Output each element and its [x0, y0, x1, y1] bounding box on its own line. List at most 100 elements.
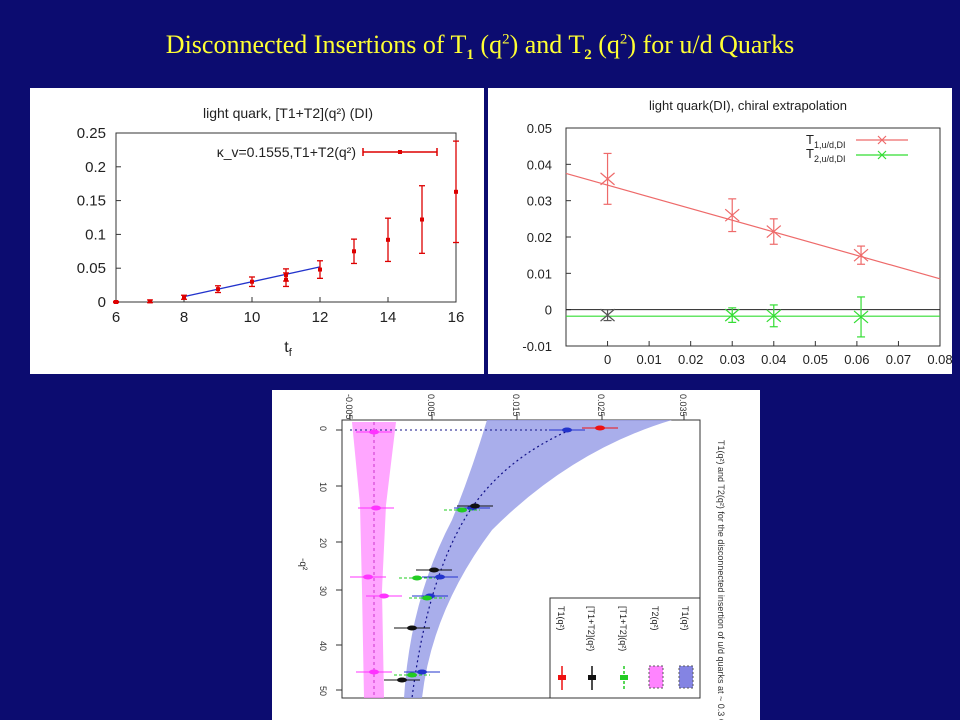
data-point — [457, 507, 467, 513]
data-point — [407, 672, 417, 678]
t1-error-band — [404, 420, 672, 698]
data-point — [216, 287, 220, 292]
x-tick-label: 16 — [448, 309, 465, 326]
data-point — [114, 300, 118, 304]
title-sub-1: 1 — [466, 47, 474, 64]
side-note: T1(q²) and T2(q²) for the disconnected i… — [716, 440, 726, 720]
chart-chiral: light quark(DI), chiral extrapolation 0 0… — [522, 98, 952, 367]
x-tick-label: 0 — [604, 352, 611, 367]
data-point — [363, 574, 373, 580]
x-tick-label: 10 — [244, 309, 261, 326]
chart-panel-tf: light quark, [T1+T2](q²) (DI) 6 8 10 12 14 16… — [30, 88, 484, 374]
legend-label: κ_v=0.1555,T1+T2(q²) — [217, 144, 356, 160]
legend: κ_v=0.1555,T1+T2(q²) — [217, 144, 438, 160]
title-text: ) and T — [509, 30, 585, 59]
t1-fit-curve — [411, 429, 571, 699]
legend-marker — [558, 675, 566, 680]
y-tick-label: -0.01 — [522, 339, 552, 354]
x-tick-label: 0.08 — [927, 352, 952, 367]
x-tick-label: 20 — [318, 538, 328, 548]
data-point — [422, 595, 432, 601]
legend: T1,u/d,DI T2,u/d,DI — [806, 132, 908, 164]
y-tick-label: 0.035 — [678, 394, 688, 417]
data-point — [386, 237, 390, 242]
x-axis-label: -q² — [297, 558, 308, 571]
data-point — [371, 505, 381, 511]
data-point — [562, 427, 572, 433]
data-point — [595, 425, 605, 431]
x-tick-label: 0.07 — [886, 352, 911, 367]
x-tick-label: 12 — [312, 309, 329, 326]
x-tick-label: 0.05 — [803, 352, 828, 367]
data-point — [766, 309, 782, 323]
legend-label: [T1+T2](q²) — [586, 606, 596, 651]
data-point — [379, 593, 389, 599]
legend-label-t1: T1,u/d,DI — [806, 132, 845, 150]
chart-panel-chiral: light quark(DI), chiral extrapolation 0 0… — [488, 88, 952, 374]
y-tick-label: 0 — [545, 303, 552, 318]
x-tick-label: 50 — [318, 686, 328, 696]
data-point — [182, 295, 186, 300]
data-point — [250, 279, 254, 284]
legend-marker — [620, 675, 628, 680]
data-point — [724, 208, 740, 222]
data-point — [600, 308, 615, 322]
data-point — [417, 669, 427, 675]
y-tick-label: 0.25 — [77, 125, 106, 142]
data-point — [429, 567, 439, 573]
data-point — [412, 575, 422, 581]
title-sup-1: 2 — [502, 31, 510, 48]
data-point — [369, 669, 379, 675]
x-tick-label: 0.06 — [844, 352, 869, 367]
data-point — [435, 574, 445, 580]
data-point — [318, 267, 322, 272]
y-tick-label: -0.005 — [344, 394, 354, 420]
y-tick-label: 0.2 — [85, 159, 106, 176]
x-tick-label: 0.02 — [678, 352, 703, 367]
chart-title: light quark(DI), chiral extrapolation — [649, 98, 847, 113]
title-text: (q — [591, 30, 620, 59]
y-tick-label: 0.005 — [426, 394, 436, 417]
x-tick-label: 0 — [318, 426, 328, 431]
x-tick-label: 10 — [318, 482, 328, 492]
y-tick-label: 0.15 — [77, 193, 106, 210]
y-tick-label: 0.1 — [85, 226, 106, 243]
y-tick-label: 0.05 — [527, 121, 552, 136]
title-text: (q — [473, 30, 503, 59]
data-point — [470, 503, 480, 509]
title-text: Disconnected Insertions of T — [165, 30, 467, 59]
y-tick-label: 0.01 — [527, 266, 552, 281]
legend-marker — [588, 675, 596, 680]
chart-title: light quark, [T1+T2](q²) (DI) — [203, 105, 373, 121]
legend-label: T2(q²) — [650, 606, 660, 631]
title-sup-2: 2 — [619, 31, 628, 48]
x-tick-label: 30 — [318, 586, 328, 596]
legend-swatch — [678, 665, 694, 689]
x-tick-label: 40 — [318, 641, 328, 651]
legend-marker — [398, 150, 402, 154]
y-tick-label: 0.015 — [511, 394, 521, 417]
x-tick-label: 6 — [112, 309, 120, 326]
x-tick-label: 8 — [180, 309, 188, 326]
data-point — [284, 277, 288, 282]
legend-label: T1(q²) — [556, 606, 566, 631]
title-text: ) for u/d Quarks — [627, 30, 795, 59]
x-tick-label: 0.04 — [761, 352, 786, 367]
data-point — [454, 189, 458, 194]
y-tick-label: 0.02 — [527, 230, 552, 245]
data-point — [724, 308, 740, 322]
legend-marker-t1 — [877, 135, 887, 145]
y-tick-label: 0.05 — [77, 260, 106, 277]
data-point — [369, 429, 379, 435]
title-sub-2: 2 — [584, 47, 592, 64]
x-tick-label: 14 — [380, 309, 397, 326]
y-tick-label: 0.04 — [527, 157, 552, 172]
data-point — [600, 172, 615, 186]
fit-line — [565, 172, 941, 280]
y-tick-label: 0.03 — [527, 194, 552, 209]
chart-qsq: T1(q²) [T1+T2](q²) [T1+T2](q²) T2(q²) T1(q²)… — [297, 394, 726, 720]
data-point — [148, 299, 152, 304]
legend-swatch — [648, 665, 664, 689]
plot-frame — [565, 127, 941, 347]
data-point — [407, 625, 417, 631]
